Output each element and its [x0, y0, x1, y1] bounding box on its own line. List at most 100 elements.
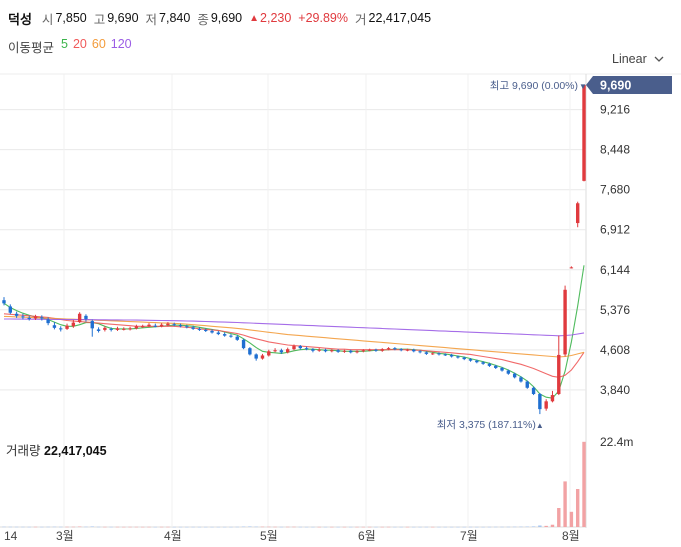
- candle-body: [166, 323, 170, 326]
- candle: [267, 349, 271, 357]
- ma-5-label: 5: [61, 37, 68, 51]
- candle: [330, 349, 334, 353]
- volume-bar: [8, 526, 13, 528]
- volume-bar: [512, 526, 517, 528]
- candle: [456, 355, 460, 359]
- volume-bar: [65, 526, 69, 528]
- price-header: 덕성 시 7,850 고 9,690 저 7,840 종 9,690 ▲ 2,2…: [8, 9, 438, 27]
- candle-body: [525, 381, 529, 388]
- candle-body: [449, 354, 454, 357]
- candle: [2, 297, 6, 306]
- candle-body: [216, 332, 221, 335]
- volume-bar: [222, 526, 227, 528]
- ma-legend-title: 이동평균: [8, 41, 55, 55]
- candle: [279, 348, 284, 354]
- candle: [430, 352, 435, 355]
- candle: [519, 376, 523, 383]
- candle: [197, 327, 202, 331]
- candle-body: [424, 352, 429, 354]
- y-tick-label: 6,144: [600, 263, 630, 277]
- candle: [374, 348, 378, 352]
- candle-body: [210, 330, 214, 333]
- candle: [122, 327, 126, 331]
- candle-body: [241, 339, 246, 349]
- candle: [304, 346, 309, 351]
- candle-body: [374, 349, 378, 351]
- candle-body: [468, 359, 473, 361]
- candle-body: [462, 357, 466, 360]
- volume-bar: [380, 526, 384, 528]
- volume-bar: [191, 526, 195, 528]
- candle-body: [494, 365, 498, 368]
- volume-bar: [519, 526, 523, 528]
- candle-body: [153, 325, 158, 327]
- volume-bar: [185, 526, 189, 528]
- candle: [96, 327, 101, 333]
- ma-legend[interactable]: 이동평균 5 20 60 120: [8, 37, 132, 56]
- y-tick-label: 8,448: [600, 143, 630, 157]
- volume-bar: [27, 526, 31, 528]
- scale-mode-label: Linear: [612, 52, 647, 66]
- candle: [204, 328, 208, 332]
- up-triangle-icon: ▲: [249, 12, 260, 24]
- candle-body: [367, 349, 372, 351]
- volume-bar: [52, 526, 57, 528]
- volume-bar: [531, 526, 536, 527]
- candle: [494, 364, 498, 370]
- candle-body: [109, 328, 113, 330]
- candle-body: [563, 289, 567, 355]
- x-tick-label: 3월: [56, 529, 74, 543]
- volume-bar: [166, 526, 170, 528]
- volume-bar: [449, 526, 454, 528]
- volume-bar: [374, 526, 378, 528]
- candle-body: [84, 315, 88, 319]
- scale-dropdown[interactable]: Linear: [612, 52, 664, 66]
- volume-bar: [21, 526, 25, 528]
- candle: [292, 344, 296, 351]
- candle-body: [96, 329, 101, 331]
- candle: [210, 329, 214, 334]
- candle: [323, 348, 328, 353]
- volume-bar: [267, 526, 271, 528]
- candle-body: [115, 328, 120, 330]
- candle: [21, 313, 25, 320]
- volume-bar: [229, 526, 233, 528]
- candle-body: [21, 316, 25, 318]
- candle: [557, 335, 561, 396]
- candle-body: [197, 328, 202, 330]
- ma-5-line: [3, 265, 585, 399]
- volume-bar: [241, 526, 246, 528]
- low-marker-arrow-icon: ▲: [536, 421, 544, 430]
- candle-body: [519, 377, 523, 382]
- volume-bar: [544, 525, 548, 527]
- candle: [468, 358, 473, 362]
- candle: [128, 326, 132, 331]
- candle-body: [229, 335, 233, 337]
- candle: [260, 353, 265, 360]
- candle-body: [122, 328, 126, 330]
- volume-bar: [103, 526, 107, 528]
- candle: [500, 366, 504, 372]
- volume-bar: [90, 526, 94, 527]
- candle-body: [248, 348, 252, 355]
- volume-bar: [216, 526, 221, 528]
- volume-bar: [109, 526, 113, 528]
- candle-body: [279, 350, 284, 353]
- ma-60-line: [3, 315, 585, 358]
- volume-bar: [468, 526, 473, 528]
- ma-120-line: [4, 318, 585, 337]
- volume-bar: [569, 511, 574, 527]
- close-value: 9,690: [210, 11, 243, 25]
- volume-bar: [147, 526, 151, 528]
- stock-name: 덕성: [8, 11, 32, 27]
- candle: [582, 84, 586, 182]
- volume-bar: [14, 526, 19, 528]
- volume-bar: [197, 526, 202, 528]
- volume-bar: [424, 526, 429, 528]
- candle: [166, 322, 170, 327]
- candle-body: [342, 350, 347, 352]
- y-tick-label: 6,912: [600, 223, 630, 237]
- candle: [229, 334, 233, 338]
- volume-bar: [355, 526, 359, 528]
